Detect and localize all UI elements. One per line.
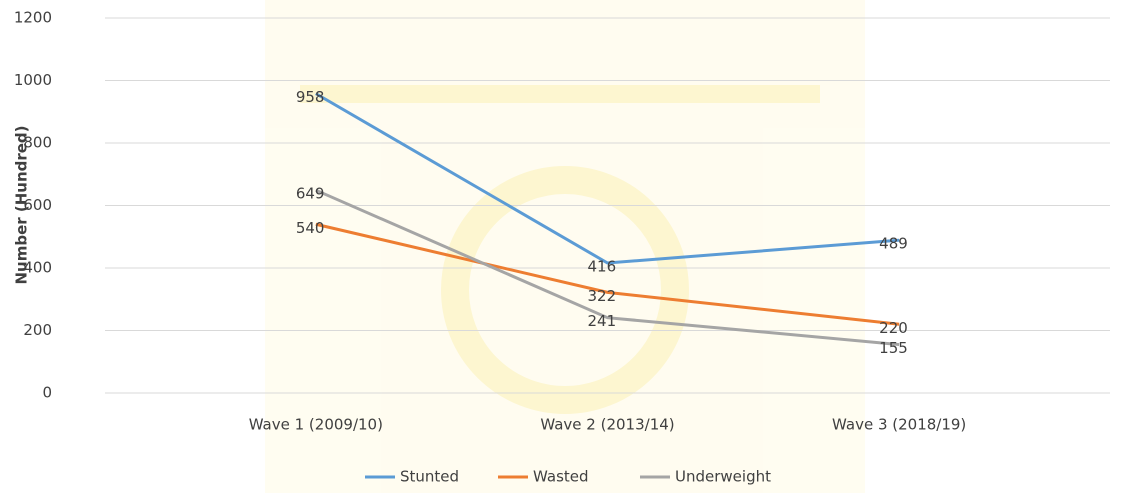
data-label: 155	[879, 339, 908, 357]
data-label: 489	[879, 235, 908, 253]
legend-label: Underweight	[675, 468, 771, 486]
x-tick-label: Wave 3 (2018/19)	[832, 416, 966, 434]
watermark	[265, 0, 865, 493]
series-line	[315, 222, 900, 326]
series-line	[315, 188, 900, 347]
watermark-band	[300, 85, 820, 103]
y-tick-label: 200	[23, 321, 52, 339]
x-tick-label: Wave 2 (2013/14)	[540, 416, 674, 434]
series-line	[315, 92, 900, 265]
data-label: 649	[296, 185, 325, 203]
data-label: 322	[588, 287, 617, 305]
y-tick-label: 800	[23, 134, 52, 152]
y-tick-label: 600	[23, 196, 52, 214]
data-label: 220	[879, 319, 908, 337]
watermark-ring	[441, 166, 689, 414]
y-tick-label: 400	[23, 259, 52, 277]
data-label: 241	[588, 312, 617, 330]
data-label: 540	[296, 219, 325, 237]
data-label: 958	[296, 88, 325, 106]
legend-label: Stunted	[400, 468, 459, 486]
data-label: 416	[588, 258, 617, 276]
y-tick-label: 1000	[14, 71, 52, 89]
legend-label: Wasted	[533, 468, 589, 486]
watermark-bg	[265, 0, 865, 493]
y-tick-label: 1200	[14, 9, 52, 27]
y-tick-label: 0	[42, 384, 52, 402]
y-axis-title: Number (Hundred)	[13, 125, 31, 284]
x-tick-label: Wave 1 (2009/10)	[249, 416, 383, 434]
